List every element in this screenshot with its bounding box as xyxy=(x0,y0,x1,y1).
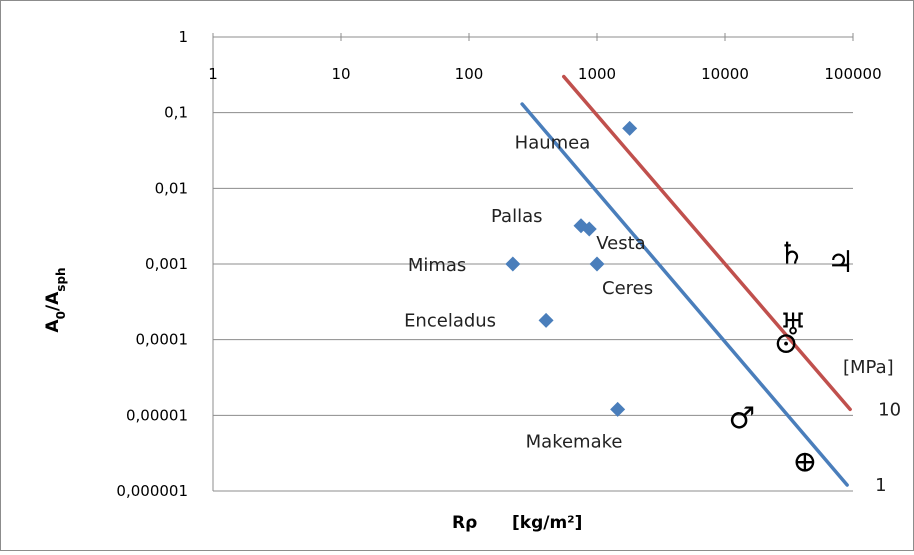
earth-symbol-icon: ⊕ xyxy=(792,445,817,480)
y-tick-label: 0,000001 xyxy=(116,482,188,500)
y-axis-title: A0/Asph xyxy=(43,267,68,332)
point-label-haumea: Haumea xyxy=(515,132,591,153)
tick-labels: 1 0,1 0,01 0,001 0,0001 0,00001 0,000001 1 10 100… xyxy=(116,28,881,500)
grid-layer xyxy=(212,33,854,492)
jupiter-symbol-icon: ♃ xyxy=(827,245,854,280)
point-makemake xyxy=(610,401,626,417)
fit-line-label-10: 10 xyxy=(878,399,901,420)
point-haumea xyxy=(622,120,638,136)
uranus-symbol-icon: ♅ xyxy=(780,307,807,342)
x-axis-title-main: Rρ xyxy=(452,513,477,533)
y-tick-label: 0,001 xyxy=(145,255,188,273)
y-tick-label: 0,1 xyxy=(164,104,188,122)
point-vesta xyxy=(581,221,597,237)
fit-line-label-1: 1 xyxy=(875,475,886,496)
saturn-symbol-icon: ♄ xyxy=(778,236,805,271)
x-tick-label: 10 xyxy=(331,65,350,83)
y-tick-label: 0,0001 xyxy=(136,331,189,349)
point-ceres xyxy=(589,256,605,272)
sun-symbol-icon: ⊙ xyxy=(774,326,799,361)
planet-symbols: ♄ ♃ ♅⊙ ♂ ⊕ xyxy=(728,236,854,479)
point-label-mimas: Mimas xyxy=(408,255,466,276)
x-axis-title: Rρ xyxy=(452,513,477,533)
x-tick-label: 100000 xyxy=(824,65,881,83)
y-tick-label: 1 xyxy=(178,28,188,46)
point-label-enceladus: Enceladus xyxy=(404,310,496,331)
fit-lines: 10 1 xyxy=(520,74,901,496)
fit-line-1 xyxy=(520,102,849,487)
x-tick-label: 1000 xyxy=(578,65,616,83)
x-tick-label: 100 xyxy=(455,65,484,83)
mars-symbol-icon: ♂ xyxy=(728,402,755,437)
point-label-makemake: Makemake xyxy=(526,431,623,452)
x-axis-title-unit: [kg/m²] xyxy=(512,513,582,533)
y-tick-label: 0,00001 xyxy=(126,406,188,424)
point-enceladus xyxy=(538,312,554,328)
data-points: Haumea Pallas Vesta Mimas Ceres Enceladus Make… xyxy=(404,120,653,452)
point-label-pallas: Pallas xyxy=(491,206,542,227)
point-mimas xyxy=(505,256,521,272)
x-tick-label: 10000 xyxy=(701,65,749,83)
point-label-vesta: Vesta xyxy=(596,233,645,254)
x-tick-label: 1 xyxy=(208,65,218,83)
point-label-ceres: Ceres xyxy=(602,278,653,299)
y-tick-label: 0,01 xyxy=(155,179,188,197)
mpa-unit-label: [MPa] xyxy=(843,357,894,378)
fit-line-10 xyxy=(562,74,852,412)
